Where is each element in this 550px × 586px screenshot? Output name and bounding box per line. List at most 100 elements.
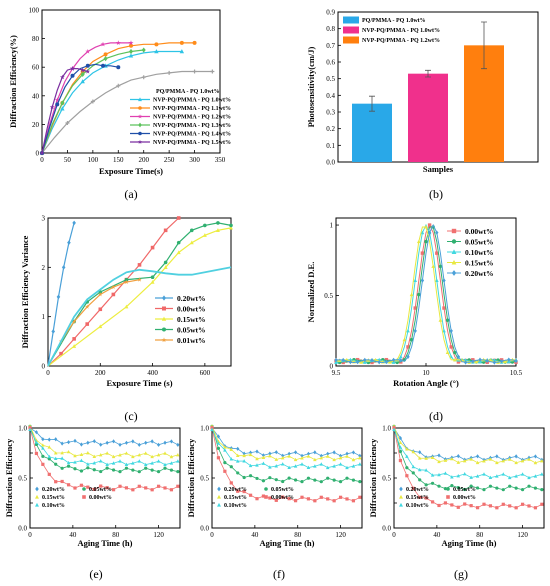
x-tick-label: 80 (476, 531, 484, 539)
y-tick-label: 1 (42, 313, 46, 321)
data-point (105, 466, 109, 470)
data-point (514, 460, 518, 465)
legend-label: NVP-PQ/PMMA - PQ 1.1wt% (153, 106, 231, 112)
data-point (319, 495, 323, 499)
data-point (325, 465, 330, 470)
data-point (98, 459, 103, 463)
data-point (341, 357, 345, 363)
data-point (345, 451, 349, 456)
data-point (79, 469, 84, 473)
data-point (351, 464, 356, 468)
y-tick-label: 3 (42, 215, 46, 223)
legend-marker (446, 495, 450, 499)
legend-marker (35, 494, 39, 499)
data-point (281, 495, 285, 499)
data-point (169, 461, 174, 465)
data-point (163, 228, 168, 233)
x-axis-label: Exposure Time (s) (106, 378, 172, 388)
y-tick-label: 60 (32, 64, 40, 72)
data-point (445, 318, 450, 322)
legend-label: PQ/PMMA - PQ 1.0wt% (362, 18, 426, 24)
data-point (236, 489, 240, 493)
data-point (41, 446, 45, 450)
data-point (358, 453, 362, 458)
data-point (514, 474, 518, 478)
series-f-0 (210, 425, 362, 458)
x-tick-label: 10.5 (510, 369, 523, 377)
data-point (128, 53, 134, 58)
data-point (163, 260, 168, 265)
data-point (86, 466, 90, 470)
data-point (268, 476, 272, 480)
data-point (261, 479, 266, 483)
data-point (124, 451, 129, 455)
data-point (293, 457, 298, 462)
series-g-1 (392, 424, 544, 492)
data-point (268, 496, 272, 500)
data-point (424, 468, 428, 472)
data-point (70, 66, 75, 71)
data-point (156, 453, 161, 457)
data-point (456, 460, 461, 464)
data-point (60, 100, 65, 106)
data-point (111, 468, 116, 472)
series-e-3 (28, 426, 180, 492)
legend-marker (138, 106, 142, 110)
data-point (438, 264, 443, 269)
data-point (540, 459, 544, 463)
series-line (393, 429, 543, 479)
data-point (488, 457, 493, 461)
data-point (92, 454, 97, 458)
data-point (105, 486, 109, 490)
x-axis-label: Aging Time (h) (260, 538, 315, 548)
data-point (90, 99, 95, 104)
legend-marker (264, 495, 268, 499)
legend-c: 0.20wt% 0.00wt%0.15wt% 0.05wt%0.01wt% (155, 294, 206, 345)
legend-label: 0.00wt% (453, 495, 476, 501)
data-point (514, 486, 518, 490)
data-point (398, 354, 403, 359)
data-point (338, 453, 343, 458)
data-point (417, 467, 422, 472)
legend-marker (451, 259, 457, 265)
data-point (99, 442, 103, 447)
x-tick-label: 40 (69, 531, 77, 539)
legend-marker (161, 316, 167, 321)
series-f-3 (210, 426, 362, 503)
data-point (154, 42, 159, 47)
x-axis-label: Rotation Angle (°) (393, 378, 459, 388)
data-point (495, 486, 499, 490)
data-point (427, 230, 432, 235)
data-point (274, 478, 278, 482)
data-point (129, 43, 133, 48)
y-tick-label: 0.0 (326, 159, 335, 167)
data-point (98, 324, 103, 329)
series-line (211, 429, 361, 469)
data-point (332, 464, 336, 468)
data-point (488, 475, 493, 480)
data-point (179, 49, 185, 54)
data-point (101, 63, 106, 68)
data-point (105, 440, 109, 445)
legend-swatch (343, 16, 359, 24)
data-point (189, 228, 194, 233)
legend-label: 0.00wt% (89, 495, 112, 501)
data-point (156, 484, 161, 488)
series-e-2 (28, 424, 180, 459)
data-point (86, 440, 90, 445)
data-point (293, 464, 298, 468)
series-g-4 (392, 427, 544, 480)
data-point (450, 456, 454, 461)
data-point (261, 494, 266, 498)
y-tick-label: 1.0 (200, 425, 209, 433)
data-point (73, 460, 77, 464)
data-point (293, 478, 298, 482)
data-point (533, 486, 538, 490)
data-point (56, 294, 61, 300)
data-point (319, 462, 324, 466)
data-point (409, 292, 414, 297)
data-point (86, 485, 90, 489)
data-point (167, 70, 172, 75)
data-point (150, 461, 154, 465)
data-point (427, 223, 432, 227)
